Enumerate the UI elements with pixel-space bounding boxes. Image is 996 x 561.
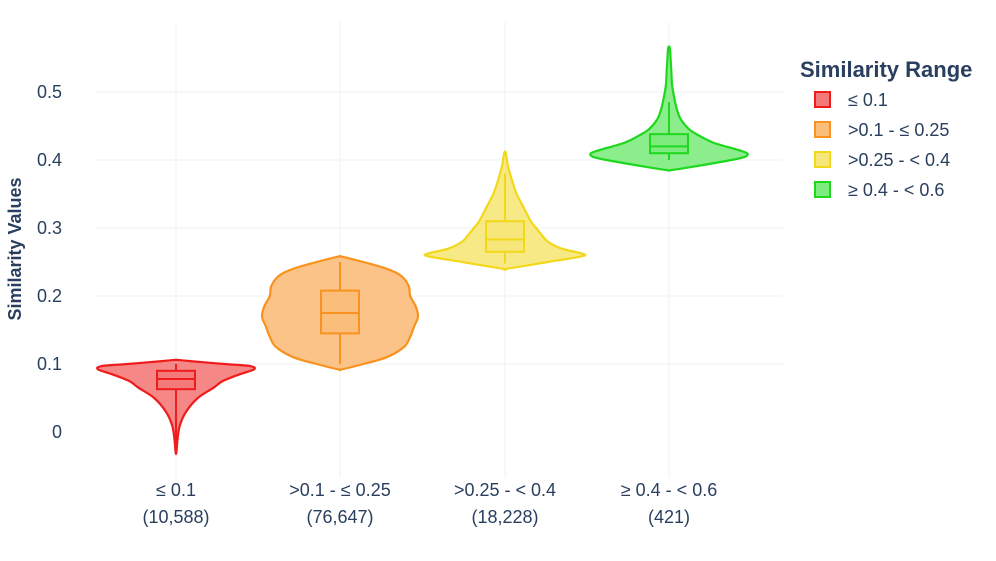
violin-box bbox=[485, 220, 525, 253]
y-tick-label: 0.5 bbox=[37, 82, 62, 102]
violins bbox=[96, 45, 749, 456]
x-axis-ticks: ≤ 0.1 (10,588) >0.1 - ≤ 0.25 (76,647) >0.25 … bbox=[142, 480, 717, 527]
violin-box bbox=[320, 289, 360, 335]
legend-item[interactable]: ≥ 0.4 - < 0.6 bbox=[814, 180, 944, 200]
y-tick-label: 0.3 bbox=[37, 218, 62, 238]
violin-series bbox=[589, 45, 749, 172]
violin-series bbox=[260, 254, 420, 372]
legend-swatch bbox=[814, 91, 831, 108]
legend-title: Similarity Range bbox=[800, 57, 972, 82]
legend-label: ≥ 0.4 - < 0.6 bbox=[848, 180, 944, 200]
violin-series bbox=[423, 150, 587, 271]
legend-label: ≤ 0.1 bbox=[848, 90, 888, 110]
x-tick-count: (10,588) bbox=[142, 507, 209, 527]
legend-label: >0.1 - ≤ 0.25 bbox=[848, 120, 949, 140]
x-tick-count: (76,647) bbox=[306, 507, 373, 527]
legend-label: >0.25 - < 0.4 bbox=[848, 150, 950, 170]
y-axis-ticks: 0 0.1 0.2 0.3 0.4 0.5 bbox=[37, 82, 62, 442]
y-tick-label: 0 bbox=[52, 422, 62, 442]
legend-swatch bbox=[814, 121, 831, 138]
legend-item[interactable]: ≤ 0.1 bbox=[814, 90, 888, 110]
y-tick-label: 0.4 bbox=[37, 150, 62, 170]
violin-box bbox=[156, 369, 196, 391]
y-axis-label: Similarity Values bbox=[5, 177, 25, 320]
x-tick-label: >0.1 - ≤ 0.25 bbox=[289, 480, 390, 500]
x-tick-count: (18,228) bbox=[471, 507, 538, 527]
x-tick-count: (421) bbox=[648, 507, 690, 527]
legend-item[interactable]: >0.25 - < 0.4 bbox=[814, 150, 950, 170]
y-tick-label: 0.2 bbox=[37, 286, 62, 306]
x-tick-label: ≤ 0.1 bbox=[156, 480, 196, 500]
violin-series bbox=[96, 358, 256, 456]
x-tick-label: ≥ 0.4 - < 0.6 bbox=[621, 480, 717, 500]
y-tick-label: 0.1 bbox=[37, 354, 62, 374]
violin-box bbox=[649, 133, 689, 155]
legend-swatch bbox=[814, 151, 831, 168]
legend-swatch bbox=[814, 181, 831, 198]
legend: ≤ 0.1 >0.1 - ≤ 0.25 >0.25 - < 0.4 ≥ 0.4 - <… bbox=[814, 90, 950, 200]
legend-item[interactable]: >0.1 - ≤ 0.25 bbox=[814, 120, 949, 140]
x-tick-label: >0.25 - < 0.4 bbox=[454, 480, 556, 500]
